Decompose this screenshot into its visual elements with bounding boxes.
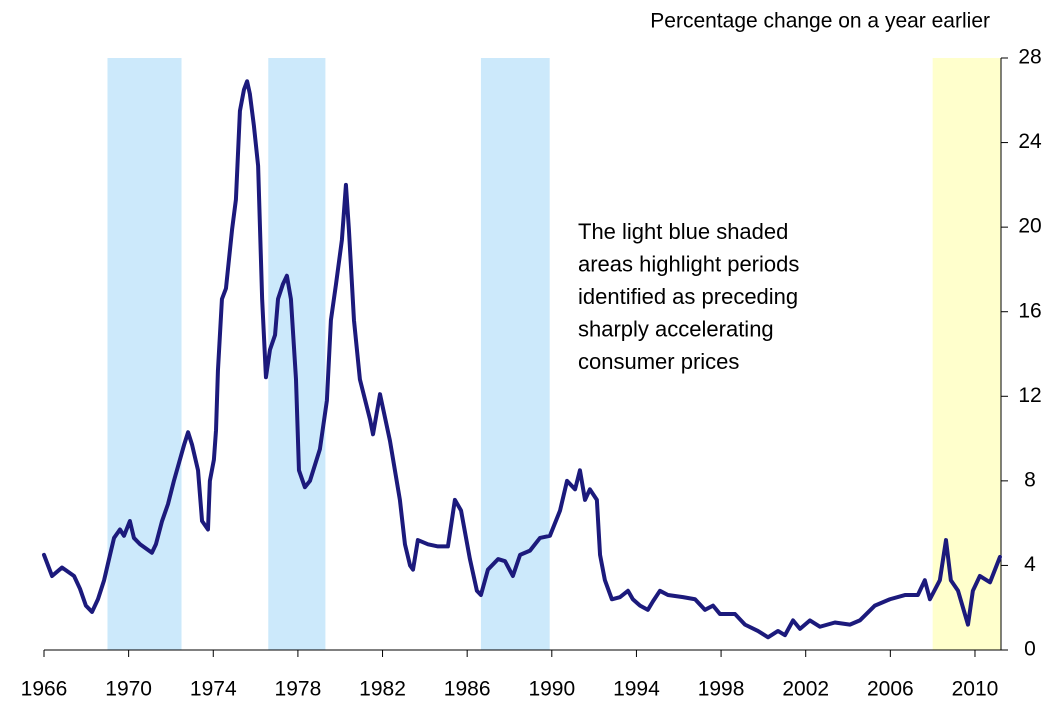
annotation: sharply accelerating — [578, 316, 774, 341]
x-tick-label: 1974 — [190, 678, 237, 701]
x-tick-label: 2006 — [867, 678, 914, 701]
x-tick-label: 1978 — [275, 678, 322, 701]
x-tick-label: 1994 — [613, 678, 660, 701]
x-tick-label: 1990 — [528, 678, 575, 701]
x-tick-label: 1966 — [21, 678, 68, 701]
annotation: areas highlight periods — [578, 251, 799, 276]
y-tick-label: 12 — [1018, 384, 1041, 407]
x-tick-label: 1982 — [359, 678, 406, 701]
x-tick-label: 1986 — [444, 678, 491, 701]
y-tick-label: 0 — [1024, 638, 1036, 661]
annotation: consumer prices — [578, 349, 739, 374]
x-tick-label: 2010 — [952, 678, 999, 701]
shaded-period — [480, 58, 550, 650]
x-tick-label: 2002 — [782, 678, 829, 701]
y-tick-label: 8 — [1024, 468, 1036, 491]
shaded-period — [268, 58, 326, 650]
y-tick-label: 28 — [1018, 46, 1041, 69]
shading — [107, 58, 1001, 650]
x-tick-label: 1998 — [698, 678, 745, 701]
y-tick-label: 4 — [1024, 553, 1036, 576]
y-tick-label: 20 — [1018, 215, 1041, 238]
axis-title: Percentage change on a year earlier — [650, 10, 990, 33]
y-tick-label: 24 — [1018, 130, 1042, 153]
annotation: The light blue shaded — [578, 219, 788, 244]
x-tick-label: 1970 — [105, 678, 152, 701]
line-series — [42, 79, 1002, 640]
annotation: identified as preceding — [578, 284, 798, 309]
y-tick-label: 16 — [1018, 299, 1041, 322]
shaded-period — [107, 58, 182, 650]
